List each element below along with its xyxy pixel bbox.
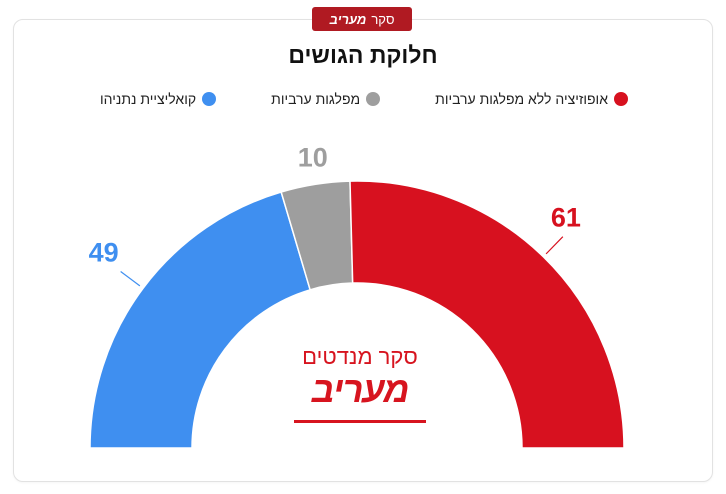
- label-opposition: 61: [551, 203, 581, 233]
- legend-label-coalition: קואליציית נתניהו: [100, 91, 197, 107]
- badge-brand: מעריב: [329, 11, 367, 27]
- label-coalition: 49: [89, 237, 119, 267]
- chart-legend: אופוזיציה ללא מפלגות ערביות מפלגות ערביו…: [100, 87, 628, 111]
- legend-item-arab-parties: מפלגות ערביות: [271, 91, 381, 107]
- legend-dot-arab-parties: [366, 92, 381, 106]
- watermark-subtitle: סקר מנדטים: [302, 344, 418, 369]
- leader-line-slice-opposition: [545, 236, 564, 255]
- legend-dot-coalition: [202, 92, 217, 106]
- watermark-logo: סקר מנדטים מעריב: [290, 344, 430, 423]
- slice-opposition: [349, 180, 625, 449]
- legend-item-coalition: קואליציית נתניהו: [100, 91, 217, 107]
- badge-text: סקר: [371, 11, 395, 27]
- legend-label-opposition: אופוזיציה ללא מפלגות ערביות: [435, 91, 608, 107]
- chart-title: חלוקת הגושים: [288, 42, 438, 68]
- label-arab-parties: 10: [298, 142, 328, 172]
- legend-item-opposition: אופוזיציה ללא מפלגות ערביות: [435, 91, 628, 107]
- leader-line-slice-coalition: [120, 271, 141, 287]
- watermark-brand: מעריב: [311, 369, 410, 410]
- watermark-underline: [294, 420, 426, 423]
- slice-coalition: [89, 191, 312, 449]
- legend-label-arab-parties: מפלגות ערביות: [271, 91, 361, 107]
- legend-dot-opposition: [614, 92, 628, 106]
- source-badge: סקר מעריב: [312, 7, 412, 31]
